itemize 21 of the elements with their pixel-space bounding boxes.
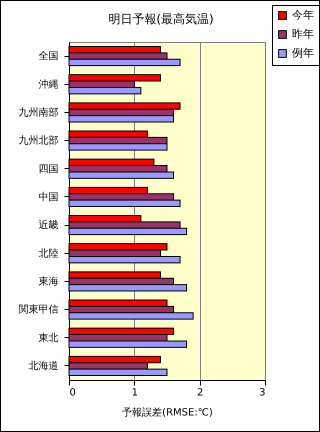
y-tick-label: 関東甲信 [18,304,58,316]
x-tick-label: 1 [132,388,138,398]
y-tick-label: 東北 [38,332,58,344]
y-tick-label: 九州北部 [18,134,58,147]
y-tick-label: 中国 [38,190,58,203]
y-tick-label: 北陸 [38,247,58,260]
y-tick-label: 近畿 [38,219,58,232]
chart-title: 明日予報(最高気温) [108,12,214,26]
y-tick-label: 九州南部 [18,106,58,118]
x-axis-title: 予報誤差(RMSE:℃) [122,406,213,418]
y-tick-label: 東海 [38,275,58,288]
legend-label: 今年 [292,8,314,22]
x-tick-label: 3 [259,388,266,398]
x-tick-label: 2 [196,388,204,398]
legend-label: 昨年 [292,28,314,40]
y-tick-label: 四国 [38,164,58,175]
legend-label: 例年 [292,46,314,60]
y-tick-label: 北海道 [28,360,58,372]
x-tick-label: 0 [70,388,76,398]
y-tick-label: 沖縄 [38,78,58,90]
y-tick-label: 全国 [38,50,58,62]
